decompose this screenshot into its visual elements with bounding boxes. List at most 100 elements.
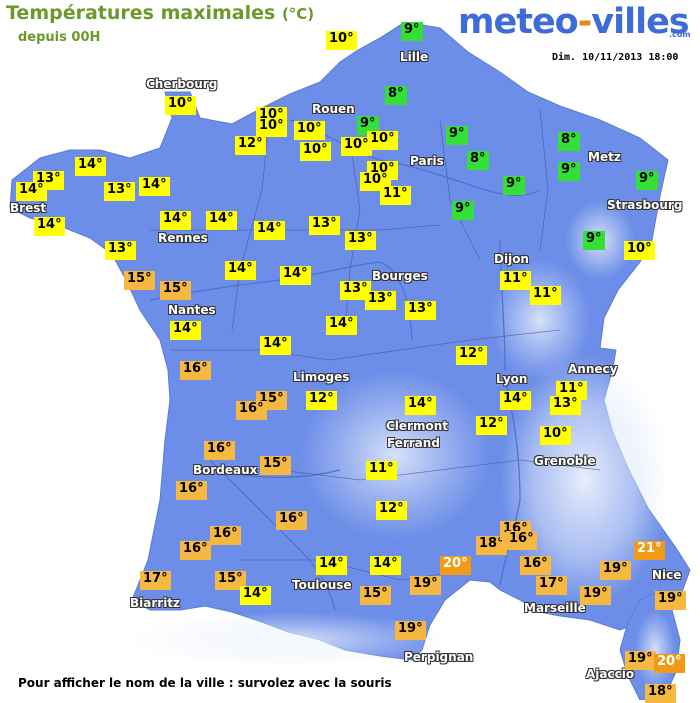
temperature-badge[interactable]: 14° xyxy=(405,396,436,415)
temperature-badge[interactable]: 14° xyxy=(225,261,256,280)
temperature-badge[interactable]: 9° xyxy=(357,116,379,135)
temperature-badge[interactable]: 14° xyxy=(16,182,47,201)
temperature-badge[interactable]: 11° xyxy=(500,271,531,290)
temperature-badge[interactable]: 9° xyxy=(446,126,468,145)
temperature-badge[interactable]: 16° xyxy=(210,526,241,545)
temperature-badge[interactable]: 16° xyxy=(204,441,235,460)
city-label-rennes: Rennes xyxy=(158,231,208,245)
temperature-badge[interactable]: 19° xyxy=(580,586,611,605)
temperature-badge[interactable]: 14° xyxy=(316,556,347,575)
city-label-dijon: Dijon xyxy=(494,252,529,266)
temperature-badge[interactable]: 16° xyxy=(236,401,267,420)
temperature-badge[interactable]: 8° xyxy=(558,132,580,151)
temperature-badge[interactable]: 14° xyxy=(254,221,285,240)
temperature-badge[interactable]: 13° xyxy=(340,281,371,300)
temperature-badge[interactable]: 20° xyxy=(440,556,471,575)
city-label-toulouse: Toulouse xyxy=(292,578,352,592)
temperature-badge[interactable]: 13° xyxy=(365,291,396,310)
temperature-badge[interactable]: 10° xyxy=(367,131,398,150)
temperature-badge[interactable]: 9° xyxy=(452,201,474,220)
temperature-badge[interactable]: 9° xyxy=(401,22,423,41)
temperature-badge[interactable]: 19° xyxy=(410,576,441,595)
temperature-badge[interactable]: 10° xyxy=(341,137,372,156)
temperature-badge[interactable]: 14° xyxy=(34,217,65,236)
temperature-badge[interactable]: 9° xyxy=(558,162,580,181)
temperature-badge[interactable]: 14° xyxy=(280,266,311,285)
temperature-badge[interactable]: 9° xyxy=(636,171,658,190)
temperature-badge[interactable]: 12° xyxy=(476,416,507,435)
temperature-badge[interactable]: 14° xyxy=(500,391,531,410)
temperature-badge[interactable]: 16° xyxy=(180,361,211,380)
temperature-badge[interactable]: 8° xyxy=(385,86,407,105)
temperature-badge[interactable]: 11° xyxy=(556,381,587,400)
temperature-badge[interactable]: 21° xyxy=(634,541,665,560)
meteo-villes-logo[interactable]: meteo-villes .com xyxy=(458,2,691,42)
temperature-badge[interactable]: 14° xyxy=(170,321,201,340)
jura-relief xyxy=(490,260,590,380)
city-label-rouen: Rouen xyxy=(312,102,355,116)
temperature-badge[interactable]: 14° xyxy=(206,211,237,230)
temperature-badge[interactable]: 17° xyxy=(536,576,567,595)
temperature-badge[interactable]: 14° xyxy=(260,336,291,355)
temperature-badge[interactable]: 14° xyxy=(139,177,170,196)
temperature-badge[interactable]: 13° xyxy=(550,396,581,415)
city-label-cherbourg: Cherbourg xyxy=(146,77,218,91)
temperature-badge[interactable]: 13° xyxy=(105,241,136,260)
city-label-lille: Lille xyxy=(400,50,429,64)
temperature-badge[interactable]: 18° xyxy=(476,536,507,555)
temperature-badge[interactable]: 19° xyxy=(600,561,631,580)
city-label-grenoble: Grenoble xyxy=(534,454,596,468)
temperature-badge[interactable]: 14° xyxy=(160,211,191,230)
temperature-badge[interactable]: 16° xyxy=(180,541,211,560)
temperature-badge[interactable]: 13° xyxy=(309,216,340,235)
temperature-badge[interactable]: 8° xyxy=(467,151,489,170)
temperature-badge[interactable]: 15° xyxy=(124,271,155,290)
temperature-badge[interactable]: 19° xyxy=(395,621,426,640)
temperature-badge[interactable]: 10° xyxy=(165,96,196,115)
temperature-badge[interactable]: 16° xyxy=(520,556,551,575)
temperature-badge[interactable]: 13° xyxy=(104,182,135,201)
temperature-badge[interactable]: 12° xyxy=(376,501,407,520)
temperature-badge[interactable]: 13° xyxy=(405,301,436,320)
city-label-strasbourg: Strasbourg xyxy=(607,198,683,212)
city-label-limoges: Limoges xyxy=(293,370,350,384)
temperature-badge[interactable]: 15° xyxy=(215,571,246,590)
temperature-badge[interactable]: 11° xyxy=(380,186,411,205)
temperature-badge[interactable]: 9° xyxy=(583,231,605,250)
temperature-badge[interactable]: 14° xyxy=(370,556,401,575)
temperature-badge[interactable]: 10° xyxy=(624,241,655,260)
temperature-badge[interactable]: 16° xyxy=(176,481,207,500)
temperature-badge[interactable]: 16° xyxy=(506,531,537,550)
temperature-badge[interactable]: 14° xyxy=(326,316,357,335)
temperature-badge[interactable]: 10° xyxy=(294,121,325,140)
temperature-badge[interactable]: 12° xyxy=(235,136,266,155)
temperature-badge[interactable]: 12° xyxy=(306,391,337,410)
temperature-badge[interactable]: 11° xyxy=(530,286,561,305)
temperature-badge[interactable]: 17° xyxy=(140,571,171,590)
temperature-badge[interactable]: 10° xyxy=(326,31,357,50)
temperature-badge[interactable]: 10° xyxy=(300,142,331,161)
hover-hint: Pour afficher le nom de la ville : survo… xyxy=(18,676,392,690)
temperature-badge[interactable]: 13° xyxy=(345,231,376,250)
temperature-badge[interactable]: 19° xyxy=(655,591,686,610)
temperature-badge[interactable]: 20° xyxy=(654,654,685,673)
map-subtitle: depuis 00H xyxy=(18,30,101,45)
temperature-badge[interactable]: 19° xyxy=(625,651,656,670)
city-label-bourges: Bourges xyxy=(372,269,428,283)
temperature-badge[interactable]: 10° xyxy=(256,118,287,137)
temperature-badge[interactable]: 12° xyxy=(456,346,487,365)
city-label-bordeaux: Bordeaux xyxy=(193,463,258,477)
temperature-badge[interactable]: 9° xyxy=(503,176,525,195)
temperature-badge[interactable]: 11° xyxy=(366,461,397,480)
temperature-badge[interactable]: 15° xyxy=(260,456,291,475)
temperature-badge[interactable]: 18° xyxy=(645,684,676,703)
city-label-nice: Nice xyxy=(652,568,682,582)
temperature-badge[interactable]: 15° xyxy=(160,281,191,300)
map-title: Températures maximales (°C) xyxy=(6,2,315,24)
title-unit: (°C) xyxy=(281,5,315,23)
temperature-badge[interactable]: 16° xyxy=(276,511,307,530)
temperature-badge[interactable]: 10° xyxy=(540,426,571,445)
temperature-badge[interactable]: 15° xyxy=(360,586,391,605)
temperature-badge[interactable]: 14° xyxy=(75,157,106,176)
temperature-badge[interactable]: 14° xyxy=(240,586,271,605)
